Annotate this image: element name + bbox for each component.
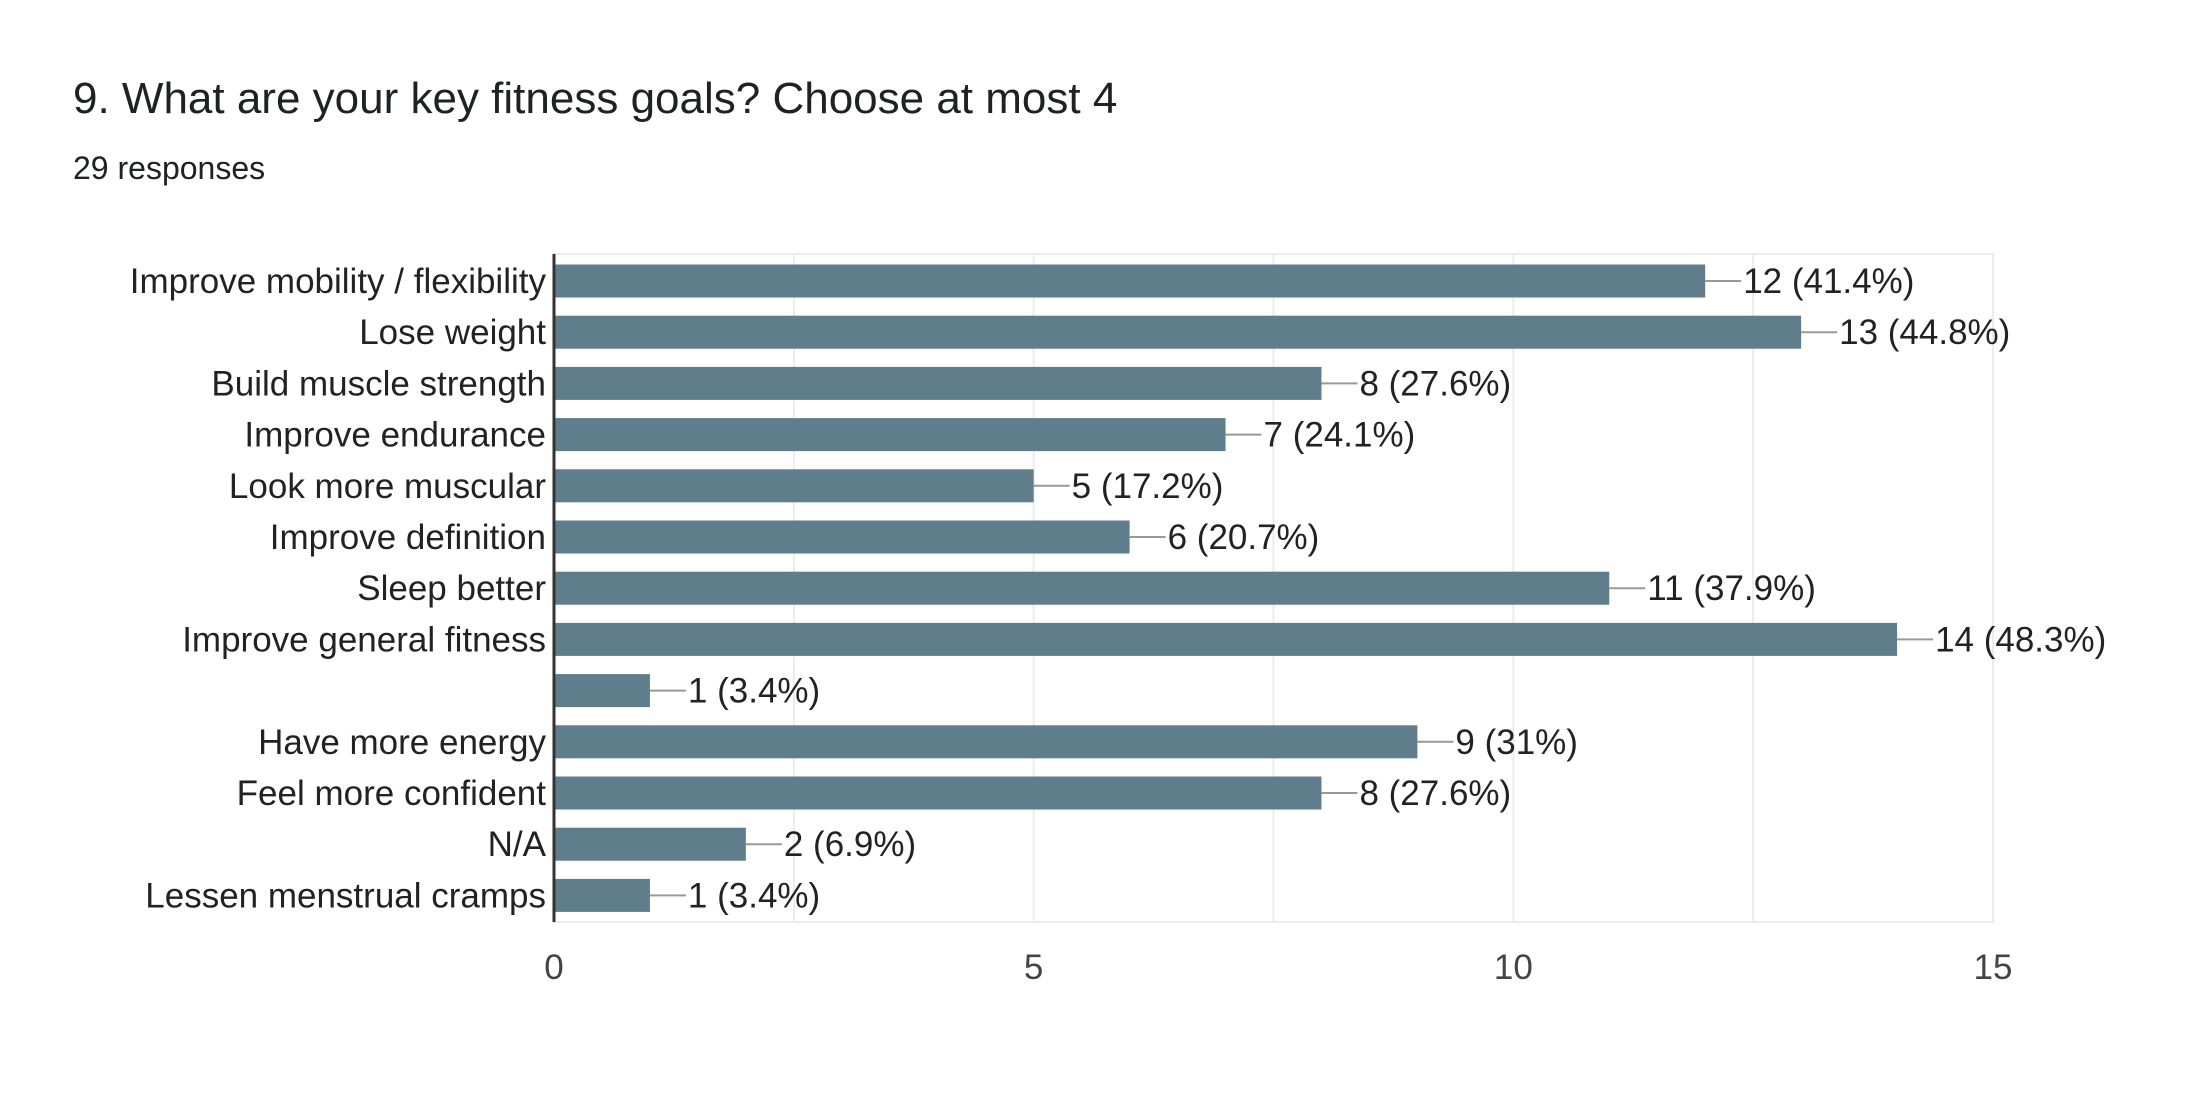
bar xyxy=(554,264,1706,298)
data-label: 7 (24.1%) xyxy=(1264,416,1416,455)
x-tick-label: 0 xyxy=(544,948,563,987)
category-label: Improve definition xyxy=(270,518,546,557)
bar xyxy=(554,827,746,861)
bar xyxy=(554,315,1802,349)
data-label: 11 (37.9%) xyxy=(1647,569,1816,608)
data-label: 5 (17.2%) xyxy=(1072,467,1224,506)
category-label: Have more energy xyxy=(258,723,546,762)
category-label: Lessen menstrual cramps xyxy=(145,876,546,915)
data-label: 9 (31%) xyxy=(1455,723,1578,762)
data-label: 14 (48.3%) xyxy=(1935,620,2106,659)
category-label: Lose weight xyxy=(359,313,546,352)
x-tick-label: 5 xyxy=(1024,948,1043,987)
data-label: 13 (44.8%) xyxy=(1839,313,2010,352)
data-label: 12 (41.4%) xyxy=(1743,262,1914,301)
bar xyxy=(554,776,1322,810)
data-label: 8 (27.6%) xyxy=(1359,774,1511,813)
bar xyxy=(554,622,1898,656)
bar xyxy=(554,674,650,708)
x-tick-label: 10 xyxy=(1494,948,1533,987)
bar xyxy=(554,878,650,912)
data-label: 1 (3.4%) xyxy=(688,876,820,915)
bar xyxy=(554,725,1418,759)
bar xyxy=(554,418,1226,452)
bar xyxy=(554,520,1130,554)
category-label: Improve endurance xyxy=(244,416,546,455)
category-label: Build muscle strength xyxy=(211,364,546,403)
data-label: 6 (20.7%) xyxy=(1168,518,1320,557)
data-label: 2 (6.9%) xyxy=(784,825,916,864)
category-label: Feel more confident xyxy=(237,774,547,813)
data-label: 8 (27.6%) xyxy=(1359,364,1511,403)
x-tick-label: 15 xyxy=(1974,948,2013,987)
bar xyxy=(554,366,1322,400)
response-count: 29 responses xyxy=(73,150,266,186)
bar xyxy=(554,571,1610,605)
data-label: 1 (3.4%) xyxy=(688,672,820,711)
category-label: Sleep better xyxy=(357,569,546,608)
category-label: N/A xyxy=(488,825,547,864)
category-label: Improve general fitness xyxy=(182,620,546,659)
bar xyxy=(554,469,1034,503)
chart-title: 9. What are your key fitness goals? Choo… xyxy=(73,74,1118,123)
category-label: Improve mobility / flexibility xyxy=(130,262,547,301)
category-label: Look more muscular xyxy=(229,467,546,506)
